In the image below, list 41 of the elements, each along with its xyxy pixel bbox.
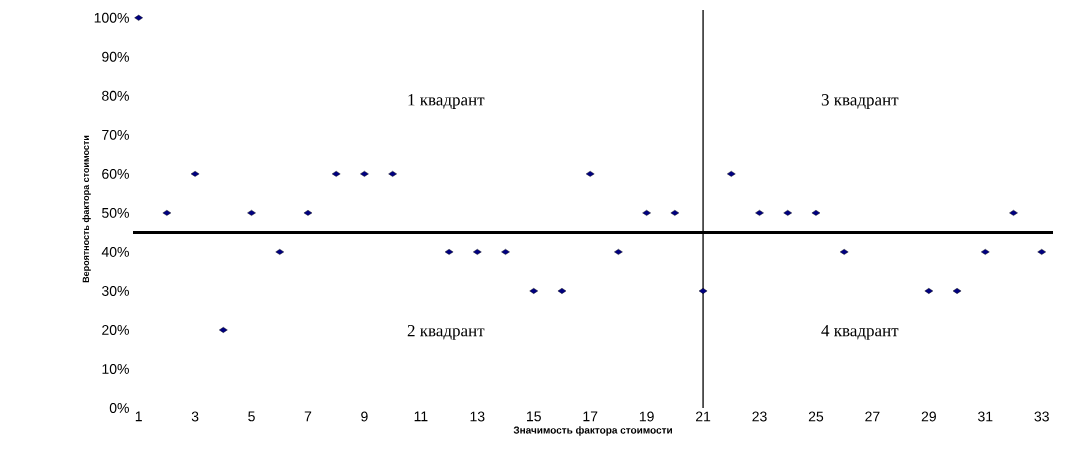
annotation: 3 квадрант	[821, 94, 899, 109]
x-tick-label: 15	[527, 411, 541, 422]
x-tick-label: 3	[191, 411, 199, 422]
x-tick-label: 11	[414, 411, 428, 422]
x-tick-label: 31	[978, 411, 993, 422]
annotation: 2 квадрант	[407, 324, 485, 340]
x-tick-label: 13	[470, 411, 485, 422]
point	[727, 170, 736, 177]
y-tick-label: 80%	[102, 90, 129, 101]
x-tick-label: 9	[361, 411, 368, 422]
y-tick-label: 10%	[102, 364, 129, 374]
y-tick-label: 70%	[102, 129, 129, 140]
point	[585, 170, 595, 177]
x-tick-label: 21	[695, 411, 711, 422]
y-tick-label: 0%	[109, 403, 129, 413]
y-axis-title: Вероятность фактора стоимости	[82, 135, 91, 283]
y-tick-label: 30%	[101, 285, 129, 296]
y-tick-label: 40%	[101, 246, 129, 257]
x-tick-label: 17	[583, 411, 598, 422]
y-tick-label: 20%	[102, 324, 129, 335]
x-tick-label: 5	[248, 411, 255, 422]
point	[331, 170, 341, 177]
x-tick-label: 23	[752, 411, 767, 422]
y-tick-label: 60%	[102, 168, 129, 179]
y-tick-label: 100%	[94, 12, 129, 23]
y-tick-label: 50%	[102, 207, 129, 218]
y-tick-label: 90%	[102, 51, 129, 62]
x-tick-label: 1	[135, 411, 142, 422]
x-tick-label: 27	[865, 411, 880, 422]
annotation: 1 квадрант	[408, 94, 485, 109]
point	[134, 14, 143, 21]
x-tick-label: 19	[639, 411, 654, 422]
annotation: 4 квадрант	[821, 324, 899, 340]
x-tick-label: 25	[808, 411, 824, 422]
point	[388, 170, 397, 177]
x-axis-title: Значимость фактора стоимости	[513, 426, 672, 436]
x-tick-label: 7	[304, 411, 312, 422]
point	[190, 170, 200, 177]
x-tick-label: 33	[1034, 411, 1049, 422]
point	[360, 170, 369, 177]
x-tick-label: 29	[921, 411, 936, 422]
